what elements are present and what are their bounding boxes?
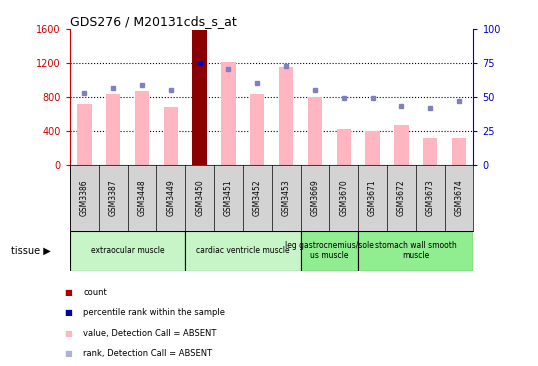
Bar [423,138,437,165]
Text: tissue ▶: tissue ▶ [11,246,51,256]
Text: ■: ■ [65,329,73,337]
Bar [185,231,301,271]
Text: ■: ■ [65,288,73,297]
Text: value, Detection Call = ABSENT: value, Detection Call = ABSENT [83,329,217,337]
Text: GSM3669: GSM3669 [310,179,320,216]
Bar [308,97,322,165]
Bar [452,138,466,165]
Bar [221,62,236,165]
Text: percentile rank within the sample: percentile rank within the sample [83,309,225,317]
Text: GSM3670: GSM3670 [339,179,348,216]
Bar [365,131,380,165]
Bar [358,231,473,271]
Bar [394,125,408,165]
Bar [135,91,149,165]
Text: GSM3451: GSM3451 [224,179,233,216]
Bar [250,94,265,165]
Text: GSM3674: GSM3674 [455,179,464,216]
Text: ■: ■ [65,309,73,317]
Text: GSM3450: GSM3450 [195,179,204,216]
Text: GSM3671: GSM3671 [368,179,377,216]
Text: GSM3387: GSM3387 [109,179,118,216]
Text: cardiac ventricle muscle: cardiac ventricle muscle [196,246,289,255]
Bar [70,231,185,271]
Text: extraocular muscle: extraocular muscle [91,246,165,255]
Bar [193,30,207,165]
Text: ■: ■ [65,349,73,358]
Text: GSM3672: GSM3672 [397,179,406,216]
Text: rank, Detection Call = ABSENT: rank, Detection Call = ABSENT [83,349,213,358]
Text: GSM3448: GSM3448 [138,179,146,216]
Bar [337,129,351,165]
Bar [301,231,358,271]
Bar [193,30,207,165]
Text: GSM3449: GSM3449 [166,179,175,216]
Text: count: count [83,288,107,297]
Text: GDS276 / M20131cds_s_at: GDS276 / M20131cds_s_at [70,15,237,28]
Bar [77,104,91,165]
Bar [164,107,178,165]
Text: GSM3673: GSM3673 [426,179,435,216]
Text: GSM3386: GSM3386 [80,179,89,216]
Text: GSM3452: GSM3452 [253,179,262,216]
Text: stomach wall smooth
muscle: stomach wall smooth muscle [375,241,457,261]
Bar [279,67,293,165]
Bar [106,94,121,165]
Text: GSM3453: GSM3453 [281,179,291,216]
Text: leg gastrocnemius/sole
us muscle: leg gastrocnemius/sole us muscle [285,241,374,261]
